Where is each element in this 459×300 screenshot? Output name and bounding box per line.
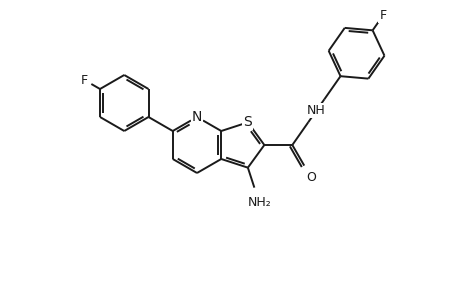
Text: F: F [379, 9, 386, 22]
Text: NH: NH [307, 104, 325, 117]
Text: F: F [81, 74, 88, 86]
Text: O: O [306, 171, 315, 184]
Text: N: N [191, 110, 202, 124]
Text: S: S [243, 115, 252, 129]
Text: NH₂: NH₂ [247, 196, 271, 209]
